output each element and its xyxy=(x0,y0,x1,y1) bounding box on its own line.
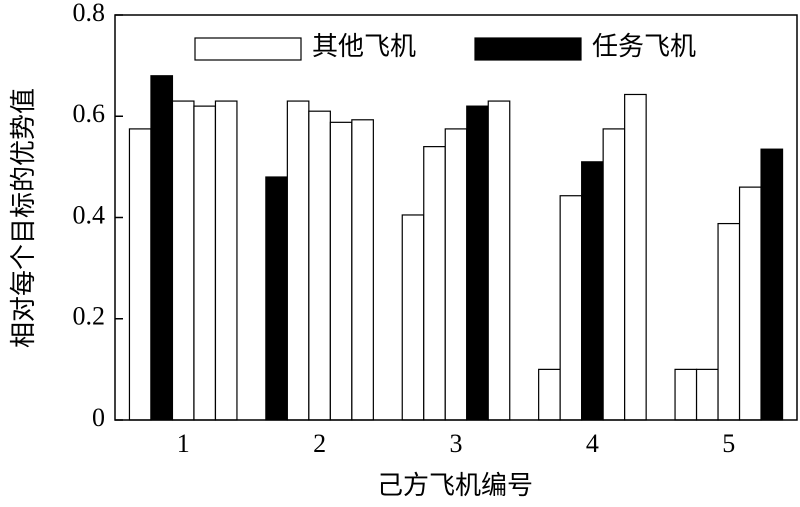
bar xyxy=(286,100,310,421)
x-axis-label: 己方飞机编号 xyxy=(377,471,533,500)
y-tick-label: 0.2 xyxy=(73,302,106,331)
bar xyxy=(308,110,331,421)
bar xyxy=(423,146,446,421)
x-tick-label: 5 xyxy=(722,429,735,458)
legend-swatch xyxy=(474,37,582,61)
bar xyxy=(624,93,647,421)
bar xyxy=(171,100,195,421)
y-axis-label: 相对每个目标的优势值 xyxy=(9,88,38,348)
legend-label: 其他飞机 xyxy=(312,32,416,61)
bar xyxy=(695,368,719,421)
bar xyxy=(214,100,238,421)
y-tick-label: 0.8 xyxy=(73,0,106,27)
bar xyxy=(401,214,425,421)
plot-frame xyxy=(114,14,798,421)
bar xyxy=(538,368,561,421)
bar xyxy=(265,176,288,421)
y-tick-label: 0.4 xyxy=(73,200,106,229)
x-tick-label: 2 xyxy=(313,429,326,458)
x-tick-label: 1 xyxy=(177,429,190,458)
bar xyxy=(128,128,152,421)
bar xyxy=(674,368,698,421)
bar xyxy=(193,105,217,421)
bar xyxy=(602,128,626,421)
bar xyxy=(717,222,741,421)
bar xyxy=(329,121,353,421)
bar xyxy=(487,100,511,421)
bar xyxy=(444,128,468,421)
bar xyxy=(559,195,583,421)
legend-swatch xyxy=(194,37,302,61)
legend-label: 任务飞机 xyxy=(592,32,696,61)
y-tick-label: 0.6 xyxy=(73,99,106,128)
x-tick-label: 4 xyxy=(586,429,599,458)
bar xyxy=(581,161,604,421)
bar xyxy=(150,75,174,421)
y-tick-label: 0 xyxy=(92,403,105,432)
bar xyxy=(351,119,374,421)
bar xyxy=(738,186,762,421)
bar xyxy=(466,105,489,421)
bar xyxy=(760,148,784,421)
x-tick-label: 3 xyxy=(450,429,463,458)
